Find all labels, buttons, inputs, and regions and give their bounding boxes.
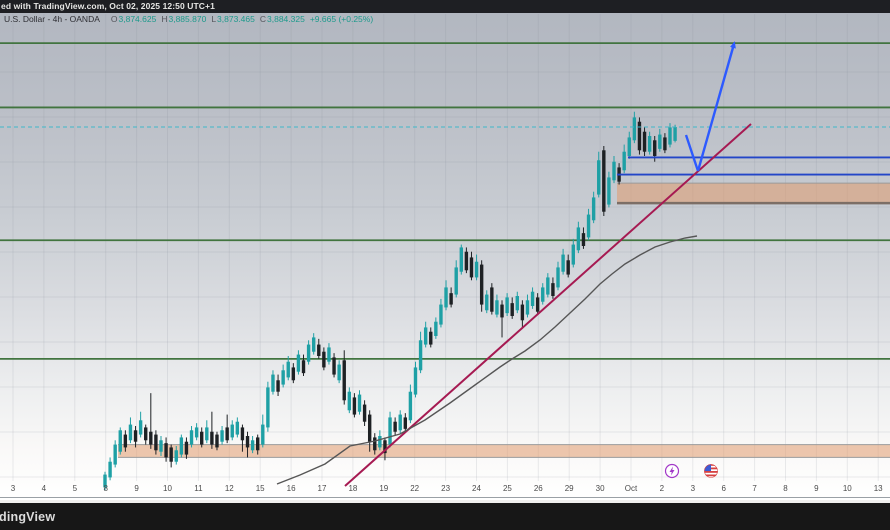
- moving-average-line: [276, 235, 698, 485]
- x-axis-label: 18: [348, 484, 357, 493]
- lightning-bolt-glyph: [669, 466, 675, 476]
- open-value: 3,874.625: [118, 14, 157, 24]
- price-change: +9.665 (+0.25%): [309, 14, 374, 24]
- x-axis-label: 2: [660, 484, 665, 493]
- supply-demand-zone[interactable]: [617, 183, 890, 204]
- high-value: 3,885.870: [168, 14, 207, 24]
- symbol-legend: U.S. Dollar - 4h - OANDA O3,874.625 H3,885…: [4, 14, 373, 24]
- x-axis-label: 24: [472, 484, 481, 493]
- x-axis-label: 26: [534, 484, 543, 493]
- x-axis-label: 8: [783, 484, 788, 493]
- x-axis-label: 10: [163, 484, 172, 493]
- banner-text: ed with TradingView.com, Oct 02, 2025 12…: [1, 1, 215, 11]
- x-axis-label: 11: [194, 484, 203, 493]
- high-label: H: [161, 14, 168, 24]
- x-axis-label: 13: [874, 484, 883, 493]
- x-axis-label: 3: [691, 484, 696, 493]
- x-axis-label: 3: [11, 484, 16, 493]
- x-axis-label: 29: [565, 484, 574, 493]
- x-axis-label: 7: [752, 484, 757, 493]
- top-banner: ed with TradingView.com, Oct 02, 2025 12…: [0, 0, 890, 13]
- candles: [103, 111, 677, 491]
- us-flag-event-icon[interactable]: [704, 464, 718, 478]
- x-axis-label: 10: [843, 484, 852, 493]
- open-label: O: [110, 14, 118, 24]
- projection-arrow[interactable]: [696, 41, 736, 172]
- x-axis-label: 16: [287, 484, 296, 493]
- x-axis-label: 4: [42, 484, 47, 493]
- x-axis-label: 9: [814, 484, 819, 493]
- bottom-bar: dingView: [0, 500, 890, 530]
- x-axis-label: 23: [441, 484, 450, 493]
- x-axis-label: 8: [103, 484, 108, 493]
- x-axis-label: 22: [410, 484, 419, 493]
- x-axis-label: 12: [225, 484, 234, 493]
- pullback-stroke[interactable]: [684, 134, 700, 172]
- x-axis-label: 25: [503, 484, 512, 493]
- low-value: 3,873.465: [217, 14, 255, 24]
- x-axis-label: 5: [73, 484, 78, 493]
- supply-demand-zone[interactable]: [118, 444, 890, 458]
- close-value: 3,884.325: [267, 14, 305, 24]
- trendline[interactable]: [344, 123, 752, 487]
- x-axis-label: 9: [134, 484, 139, 493]
- low-label: L: [211, 14, 217, 24]
- x-axis-label: 15: [256, 484, 265, 493]
- x-axis-label: 30: [596, 484, 605, 493]
- symbol-title: U.S. Dollar - 4h - OANDA: [4, 14, 100, 24]
- x-axis-label: 19: [379, 484, 388, 493]
- close-label: C: [259, 14, 267, 24]
- x-axis-label: 17: [318, 484, 327, 493]
- x-axis-label: 6: [721, 484, 726, 493]
- chart-area[interactable]: U.S. Dollar - 4h - OANDA O3,874.625 H3,885…: [0, 13, 890, 500]
- candlestick-chart[interactable]: 3 4 5 8 9 10 11 12 15 16 17 18 19 22 23 24 25 26 29 30 Oct 2 3…: [0, 13, 890, 500]
- tradingview-logo[interactable]: dingView: [0, 510, 56, 524]
- x-axis-label: Oct: [625, 484, 638, 493]
